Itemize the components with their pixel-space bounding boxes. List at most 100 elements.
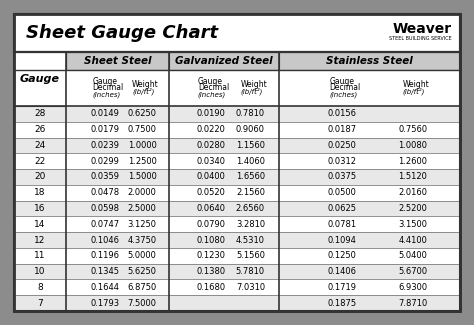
Bar	[169, 52, 279, 70]
Bar	[66, 52, 169, 70]
Text: 0.0190: 0.0190	[196, 110, 225, 118]
Text: 0.7810: 0.7810	[236, 110, 265, 118]
Text: 0.1793: 0.1793	[91, 299, 120, 308]
Text: Galvanized Steel: Galvanized Steel	[175, 56, 273, 66]
Text: 11: 11	[34, 251, 46, 260]
Text: 1.0000: 1.0000	[128, 141, 157, 150]
Bar	[14, 14, 460, 52]
Text: 3.2810: 3.2810	[236, 220, 265, 229]
Bar	[279, 52, 460, 70]
Text: 5.6250: 5.6250	[128, 267, 157, 276]
Text: 0.0478: 0.0478	[91, 188, 120, 197]
Text: Gauge: Gauge	[20, 74, 60, 84]
Text: 0.0250: 0.0250	[328, 141, 357, 150]
Text: 0.0280: 0.0280	[196, 141, 225, 150]
Text: 0.0239: 0.0239	[91, 141, 119, 150]
Text: 28: 28	[34, 110, 46, 118]
Text: 0.1046: 0.1046	[91, 236, 119, 244]
Text: 0.0790: 0.0790	[196, 220, 225, 229]
Text: Sheet Steel: Sheet Steel	[84, 56, 151, 66]
Text: 5.0000: 5.0000	[128, 251, 157, 260]
Text: 0.1380: 0.1380	[196, 267, 225, 276]
Text: 1.2500: 1.2500	[128, 157, 157, 166]
Text: 1.4060: 1.4060	[236, 157, 265, 166]
Text: 2.5000: 2.5000	[128, 204, 157, 213]
Text: 4.4100: 4.4100	[399, 236, 428, 244]
Bar	[14, 295, 460, 311]
Text: Stainless Steel: Stainless Steel	[326, 56, 413, 66]
Text: Weaver: Weaver	[393, 22, 452, 36]
Bar	[14, 280, 460, 295]
Text: 0.6250: 0.6250	[128, 110, 157, 118]
Text: 0.1080: 0.1080	[196, 236, 225, 244]
Text: 0.0375: 0.0375	[328, 173, 357, 181]
Text: 2.0160: 2.0160	[399, 188, 428, 197]
Text: 1.2600: 1.2600	[399, 157, 428, 166]
Text: 0.0179: 0.0179	[91, 125, 119, 134]
Text: STEEL BUILDING SERVICE: STEEL BUILDING SERVICE	[389, 36, 452, 42]
Text: (lb/ft²): (lb/ft²)	[240, 87, 263, 95]
Bar	[14, 137, 460, 153]
Text: (lb/ft²): (lb/ft²)	[403, 87, 425, 95]
Text: Decimal: Decimal	[198, 84, 229, 93]
Bar	[14, 106, 460, 122]
Text: 7.0310: 7.0310	[236, 283, 265, 292]
Text: 0.1719: 0.1719	[328, 283, 357, 292]
Bar	[14, 169, 460, 185]
Text: 2.0000: 2.0000	[128, 188, 157, 197]
Text: 3.1500: 3.1500	[399, 220, 428, 229]
Bar	[66, 70, 460, 106]
Bar	[14, 264, 460, 280]
Text: Gauge: Gauge	[329, 77, 355, 86]
Text: 0.0747: 0.0747	[91, 220, 120, 229]
Bar	[14, 52, 66, 106]
Text: (inches): (inches)	[329, 91, 357, 98]
Text: 0.1094: 0.1094	[328, 236, 357, 244]
Text: 0.9060: 0.9060	[236, 125, 265, 134]
Text: Weight: Weight	[132, 80, 159, 89]
Text: 5.7810: 5.7810	[236, 267, 265, 276]
Text: 8: 8	[37, 283, 43, 292]
Text: 1.0080: 1.0080	[399, 141, 428, 150]
Text: 0.1406: 0.1406	[328, 267, 357, 276]
Text: 0.0312: 0.0312	[328, 157, 357, 166]
Text: 0.0156: 0.0156	[328, 110, 357, 118]
Text: 7: 7	[37, 299, 43, 308]
Text: 10: 10	[34, 267, 46, 276]
Bar	[14, 216, 460, 232]
Text: 20: 20	[34, 173, 46, 181]
Text: 2.1560: 2.1560	[236, 188, 265, 197]
Text: 0.1250: 0.1250	[328, 251, 357, 260]
Text: (inches): (inches)	[92, 91, 120, 98]
Text: 0.0625: 0.0625	[328, 204, 357, 213]
Bar	[14, 248, 460, 264]
Text: 0.0340: 0.0340	[196, 157, 225, 166]
Text: 7.5000: 7.5000	[128, 299, 157, 308]
Text: (inches): (inches)	[198, 91, 226, 98]
Text: 1.6560: 1.6560	[236, 173, 265, 181]
Text: 0.0500: 0.0500	[328, 188, 357, 197]
Text: 0.0640: 0.0640	[196, 204, 225, 213]
Text: 0.1875: 0.1875	[328, 299, 357, 308]
Text: 4.3750: 4.3750	[128, 236, 157, 244]
Text: 24: 24	[35, 141, 46, 150]
Text: 4.5310: 4.5310	[236, 236, 265, 244]
Text: 0.1196: 0.1196	[91, 251, 119, 260]
Text: 6.8750: 6.8750	[128, 283, 157, 292]
Text: 22: 22	[35, 157, 46, 166]
Text: Decimal: Decimal	[329, 84, 361, 93]
Text: Weight: Weight	[240, 80, 267, 89]
Text: 0.1680: 0.1680	[196, 283, 225, 292]
Bar	[14, 52, 460, 311]
Bar	[14, 14, 460, 52]
Text: 0.0400: 0.0400	[196, 173, 225, 181]
Text: 1.1560: 1.1560	[236, 141, 265, 150]
Text: 26: 26	[34, 125, 46, 134]
Text: 18: 18	[34, 188, 46, 197]
Text: Decimal: Decimal	[92, 84, 123, 93]
Bar	[14, 201, 460, 216]
Text: 0.0359: 0.0359	[91, 173, 119, 181]
Text: 5.6700: 5.6700	[398, 267, 428, 276]
Text: 2.6560: 2.6560	[236, 204, 265, 213]
Text: 1.5120: 1.5120	[399, 173, 428, 181]
